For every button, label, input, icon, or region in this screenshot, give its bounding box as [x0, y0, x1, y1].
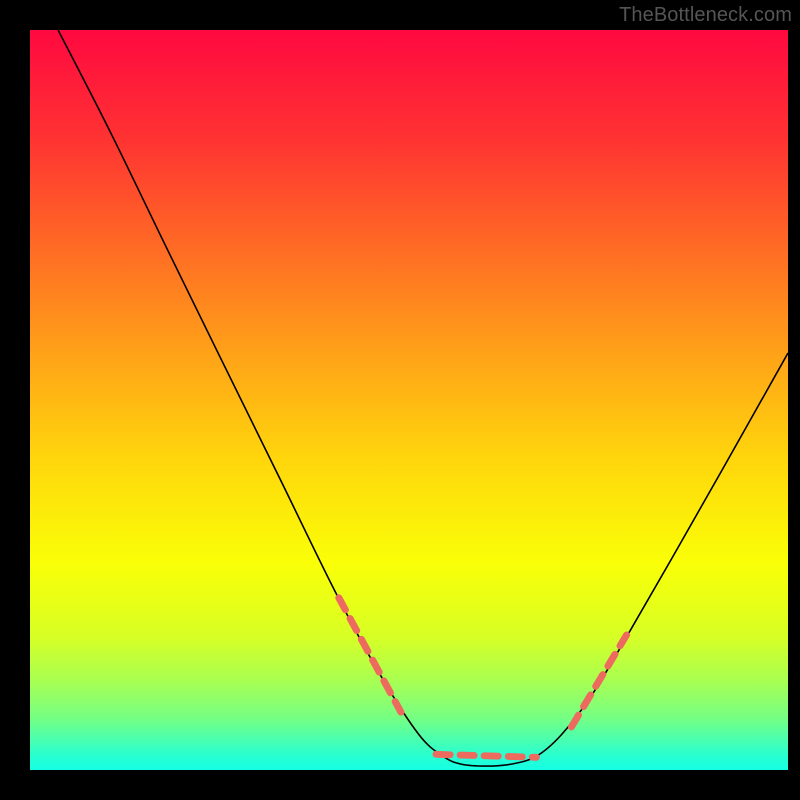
bottleneck-chart	[30, 30, 788, 770]
chart-frame: TheBottleneck.com	[0, 0, 800, 800]
safe-zone-segment	[436, 754, 536, 757]
watermark: TheBottleneck.com	[619, 4, 792, 27]
chart-inner	[30, 30, 788, 770]
chart-background	[30, 30, 788, 770]
